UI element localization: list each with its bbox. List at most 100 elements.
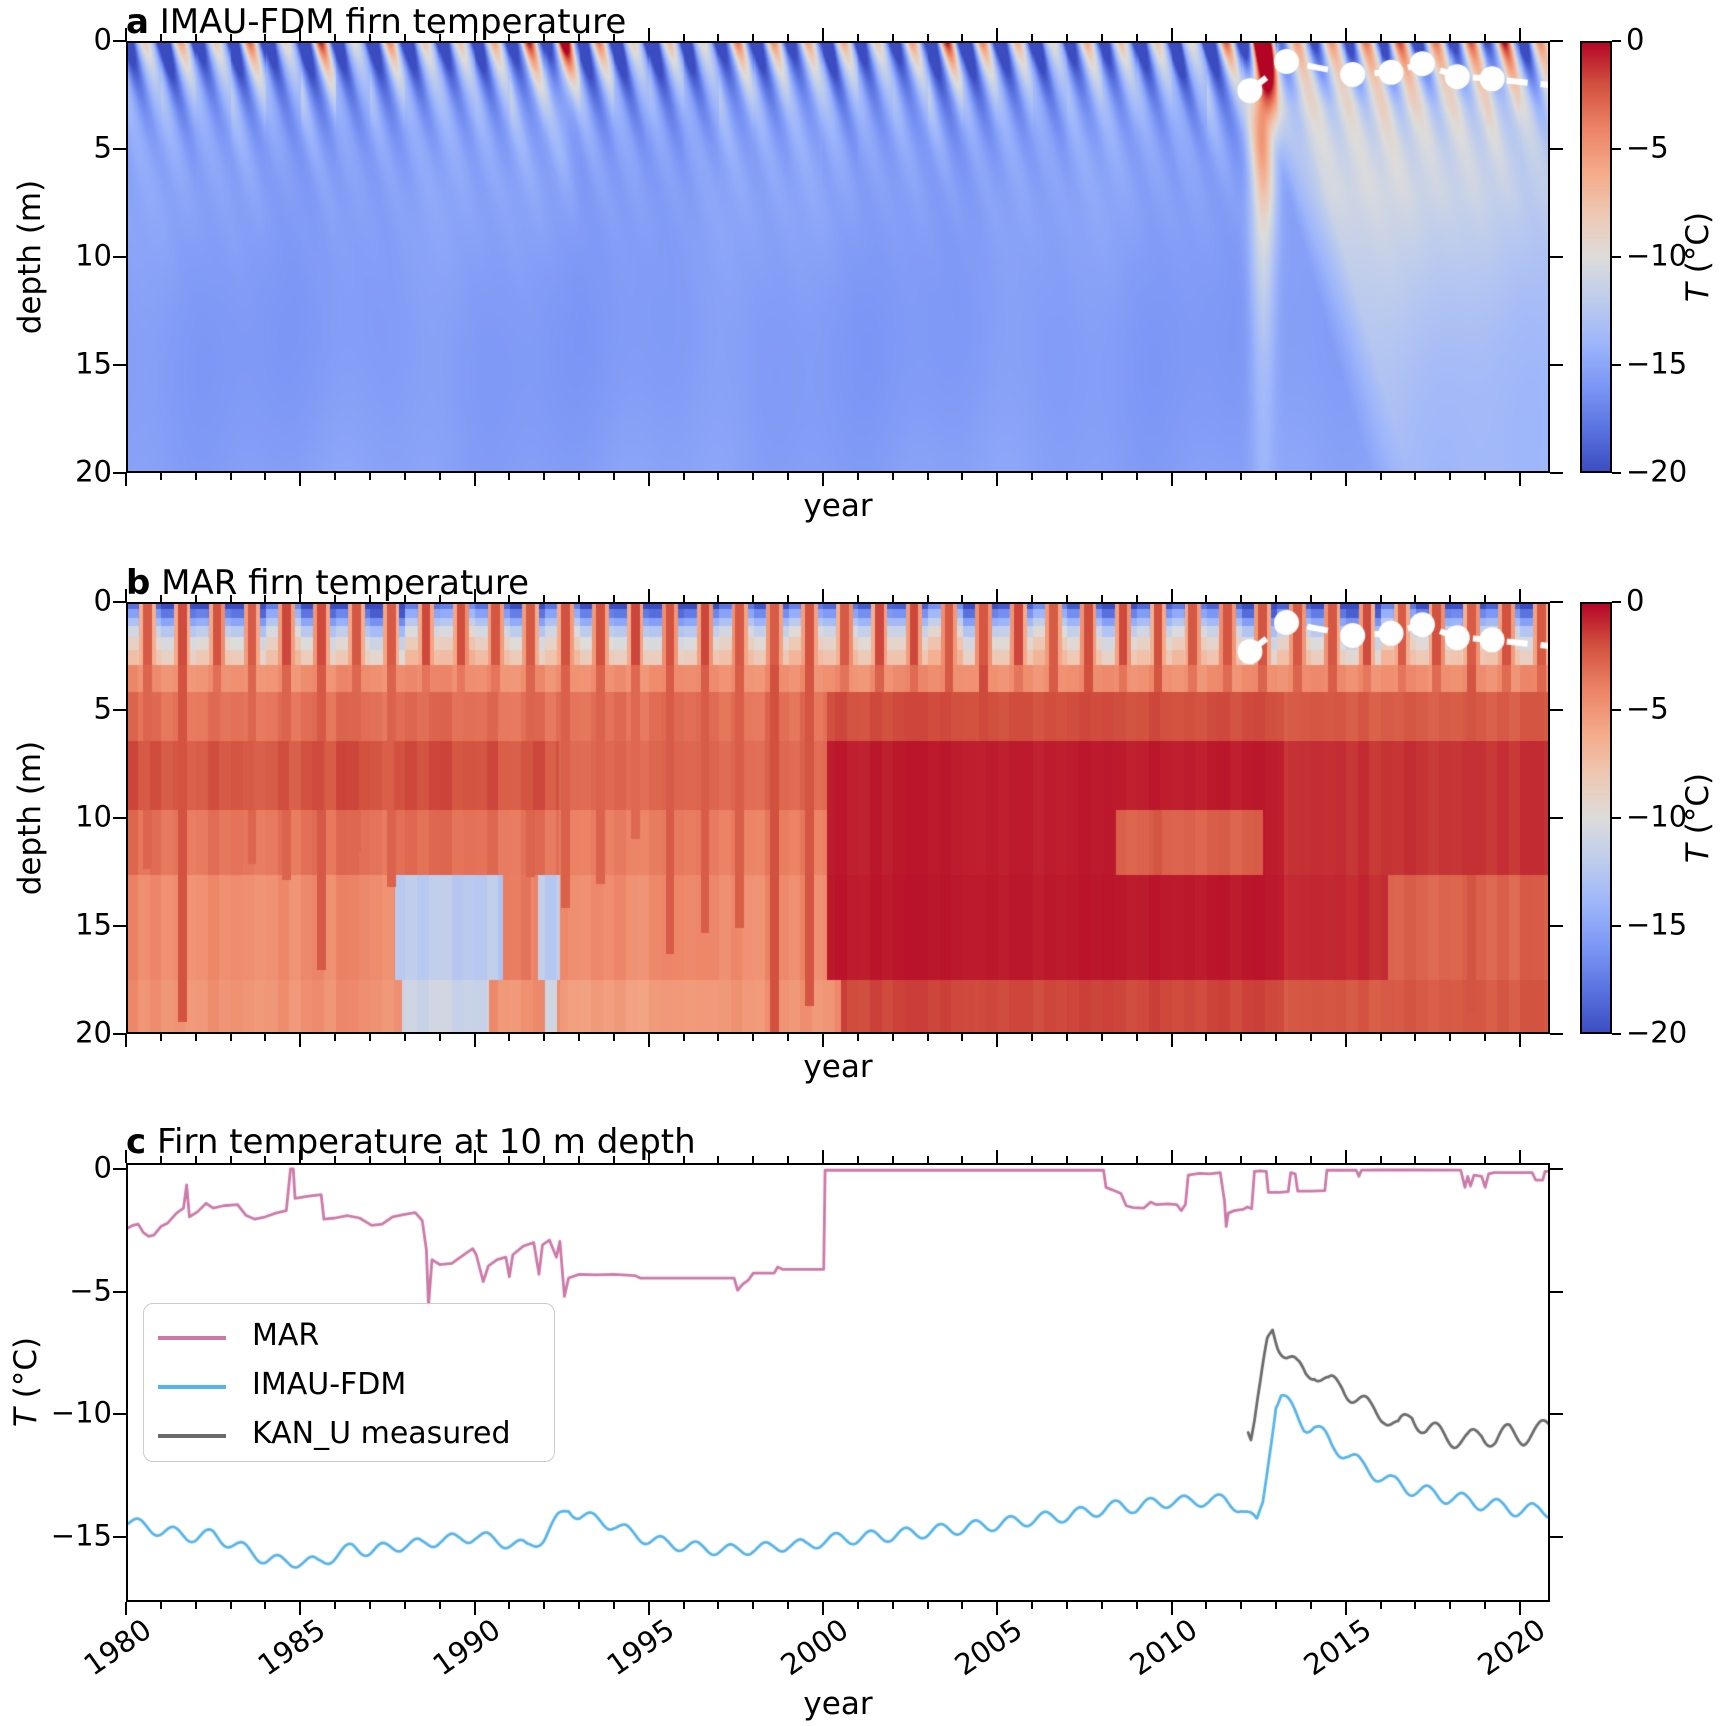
tick-mark xyxy=(1550,1413,1563,1415)
tick-mark xyxy=(578,473,581,480)
tick-mark xyxy=(1344,1150,1347,1163)
tick-mark xyxy=(1205,595,1208,602)
legend-row-imau-fdm: IMAU-FDM xyxy=(144,1361,554,1413)
tick-mark xyxy=(1100,1602,1103,1609)
tick-mark xyxy=(368,1034,371,1041)
tick-mark xyxy=(1550,1033,1563,1035)
tick-mark xyxy=(334,1156,337,1163)
tick-mark xyxy=(368,34,371,41)
tick-mark xyxy=(1612,364,1621,366)
tick-mark xyxy=(717,595,720,602)
tick-mark xyxy=(1309,34,1312,41)
legend-line-kan-u xyxy=(158,1434,226,1438)
heatmap-a-imau-fdm xyxy=(126,41,1550,473)
tick-mark xyxy=(752,1602,755,1609)
tick-mark xyxy=(473,589,476,602)
y-tick-label: 15 xyxy=(75,346,112,381)
tick-mark xyxy=(1612,40,1621,42)
tick-mark xyxy=(1550,1168,1563,1170)
y-tick-label: 10 xyxy=(75,238,112,273)
tick-mark xyxy=(787,34,790,41)
tick-mark xyxy=(334,1602,337,1609)
tick-mark xyxy=(113,364,126,366)
colorbar-tick-label: −20 xyxy=(1626,454,1688,489)
tick-mark xyxy=(1612,709,1621,711)
tick-mark xyxy=(996,1034,999,1047)
tick-mark xyxy=(508,34,511,41)
tick-mark xyxy=(647,1602,650,1615)
tick-mark xyxy=(1031,1602,1034,1609)
tick-mark xyxy=(578,1602,581,1609)
tick-mark xyxy=(1519,1602,1521,1615)
tick-mark xyxy=(1100,473,1103,480)
tick-mark xyxy=(334,1034,337,1041)
panel-a-title-text: IMAU-FDM firn temperature xyxy=(148,2,627,42)
tick-mark xyxy=(682,34,685,41)
colorbar-tick-label: 0 xyxy=(1626,22,1645,57)
tick-mark xyxy=(1205,473,1208,480)
tick-mark xyxy=(113,709,126,711)
y-tick-label: 10 xyxy=(75,799,112,834)
tick-mark xyxy=(113,1413,126,1415)
tick-mark xyxy=(229,595,232,602)
tick-mark xyxy=(368,473,371,480)
tick-mark xyxy=(508,1602,511,1609)
heatmap-b-mar xyxy=(126,602,1550,1034)
tick-mark xyxy=(543,1156,546,1163)
tick-mark xyxy=(229,1034,232,1041)
tick-mark xyxy=(1519,589,1521,602)
tick-mark xyxy=(891,34,894,41)
tick-mark xyxy=(334,34,337,41)
tick-mark xyxy=(891,1602,894,1609)
tick-mark xyxy=(1275,1602,1278,1609)
tick-mark xyxy=(438,473,441,480)
tick-mark xyxy=(787,1156,790,1163)
tick-mark xyxy=(113,1535,126,1538)
legend-line-mar xyxy=(158,1336,226,1340)
x-tick-label: 2010 xyxy=(1123,1612,1204,1683)
tick-mark xyxy=(1379,1156,1382,1163)
tick-mark xyxy=(264,1156,267,1163)
tick-mark xyxy=(1449,1034,1452,1041)
tick-mark xyxy=(113,148,126,150)
tick-mark xyxy=(1031,473,1034,480)
tick-mark xyxy=(438,1602,441,1609)
tick-mark xyxy=(403,473,406,480)
legend-row-mar: MAR xyxy=(144,1312,554,1364)
y-tick-label: 5 xyxy=(93,130,112,165)
tick-mark xyxy=(856,595,859,602)
tick-mark xyxy=(334,595,337,602)
tick-mark xyxy=(1550,40,1563,42)
tick-mark xyxy=(299,1150,302,1163)
tick-mark xyxy=(961,34,964,41)
tick-mark xyxy=(996,1602,999,1615)
tick-mark xyxy=(299,28,302,41)
tick-mark xyxy=(996,1150,999,1163)
tick-mark xyxy=(125,1602,127,1615)
tick-mark xyxy=(1065,473,1068,480)
tick-mark xyxy=(752,595,755,602)
tick-mark xyxy=(1379,34,1382,41)
tick-mark xyxy=(822,1034,824,1047)
tick-mark xyxy=(891,595,894,602)
tick-mark xyxy=(1449,473,1452,480)
tick-mark xyxy=(508,1156,511,1163)
tick-mark xyxy=(368,1156,371,1163)
tick-mark xyxy=(1275,595,1278,602)
tick-mark xyxy=(961,473,964,480)
tick-mark xyxy=(403,1156,406,1163)
tick-mark xyxy=(1379,1602,1382,1609)
tick-mark xyxy=(612,1034,615,1041)
tick-mark xyxy=(1100,595,1103,602)
tick-mark xyxy=(125,1034,127,1047)
tick-mark xyxy=(822,1602,824,1615)
tick-mark xyxy=(647,28,650,41)
tick-mark xyxy=(612,34,615,41)
y-tick-label: 15 xyxy=(75,907,112,942)
tick-mark xyxy=(1100,1034,1103,1041)
tick-mark xyxy=(787,1602,790,1609)
tick-mark xyxy=(612,1602,615,1609)
tick-mark xyxy=(752,1034,755,1041)
tick-mark xyxy=(125,1150,127,1163)
